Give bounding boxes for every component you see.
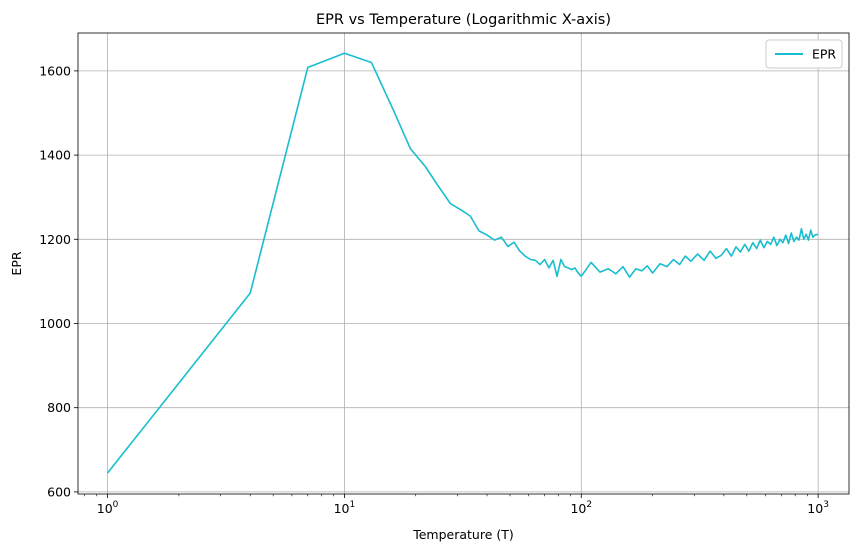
y-axis-label: EPR (9, 251, 24, 275)
y-tick-label: 1000 (39, 316, 71, 331)
plot-frame (77, 32, 850, 495)
x-tick-label: 103 (807, 500, 829, 516)
grid-layer (78, 33, 849, 494)
series-layer (106, 52, 819, 474)
legend-box (765, 39, 843, 69)
x-tick-label: 100 (97, 500, 119, 516)
x-ticks: 100 101 102 103 (84, 494, 829, 516)
series-line-epr (106, 52, 819, 474)
y-tick-label: 600 (47, 484, 71, 499)
x-tick-label: 102 (570, 500, 592, 516)
legend: EPR (765, 39, 843, 69)
y-tick-label: 1200 (39, 232, 71, 247)
chart-title: EPR vs Temperature (Logarithmic X-axis) (316, 12, 611, 28)
y-tick-label: 800 (47, 400, 71, 415)
x-axis-label: Temperature (T) (412, 527, 514, 542)
y-tick-label: 1600 (39, 63, 71, 78)
x-tick-label: 101 (334, 500, 356, 516)
y-ticks: 600 800 1000 1200 1400 1600 (39, 63, 78, 499)
legend-label-epr: EPR (812, 47, 836, 62)
y-tick-label: 1400 (39, 148, 71, 163)
